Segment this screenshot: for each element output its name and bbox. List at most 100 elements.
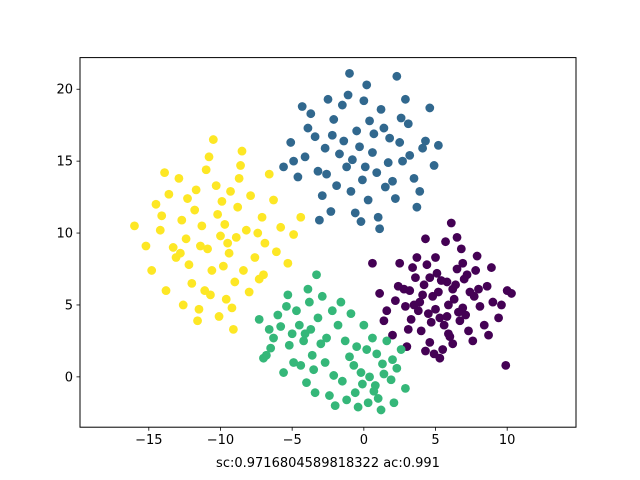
data-point	[359, 320, 369, 330]
data-point	[178, 300, 188, 310]
data-point	[130, 221, 139, 231]
data-point	[368, 148, 377, 157]
data-point	[216, 231, 225, 241]
data-point	[224, 248, 234, 258]
data-point	[177, 215, 187, 225]
data-point	[375, 224, 385, 234]
data-point	[345, 352, 354, 362]
data-point	[425, 337, 435, 347]
data-point	[175, 248, 185, 258]
data-point	[423, 309, 433, 318]
data-point	[452, 264, 462, 274]
data-point	[208, 135, 218, 144]
data-point	[157, 211, 167, 221]
data-point	[475, 302, 485, 311]
data-point	[411, 273, 420, 283]
data-point	[484, 330, 493, 340]
data-point	[349, 360, 359, 370]
data-point	[206, 290, 215, 300]
x-tick-label: −10	[207, 433, 234, 448]
data-point	[211, 181, 221, 190]
data-point	[425, 103, 435, 113]
data-point	[183, 194, 192, 203]
data-point	[155, 225, 165, 235]
data-point	[160, 168, 169, 178]
data-point	[388, 176, 397, 186]
data-point	[309, 365, 319, 375]
data-point	[316, 339, 326, 349]
data-point	[271, 247, 281, 257]
data-point	[471, 266, 481, 275]
data-point	[395, 258, 405, 268]
data-point	[279, 162, 288, 172]
points-layer	[130, 69, 516, 415]
data-point	[435, 313, 445, 323]
data-point	[168, 243, 178, 252]
data-point	[379, 316, 389, 326]
data-point	[244, 287, 254, 297]
data-point	[376, 405, 386, 415]
data-point	[310, 388, 320, 398]
data-point	[306, 109, 316, 119]
data-point	[327, 130, 337, 140]
data-point	[204, 152, 214, 162]
data-point	[322, 169, 331, 179]
data-point	[333, 320, 343, 330]
data-point	[388, 330, 397, 340]
data-point	[336, 297, 346, 307]
x-tick-label: −5	[283, 433, 302, 448]
data-point	[230, 277, 240, 287]
data-point	[312, 270, 321, 280]
data-point	[401, 94, 410, 104]
data-point	[283, 290, 293, 300]
data-point	[323, 94, 333, 104]
data-point	[468, 336, 478, 346]
data-point	[207, 266, 217, 275]
data-point	[418, 290, 428, 300]
data-point	[389, 398, 399, 408]
data-point	[431, 304, 440, 314]
data-point	[289, 358, 298, 367]
data-point	[352, 342, 362, 352]
data-point	[356, 217, 366, 226]
data-point	[368, 333, 377, 343]
data-point	[449, 294, 459, 304]
data-point	[380, 182, 390, 192]
data-point	[479, 320, 489, 330]
data-point	[448, 339, 458, 349]
data-point	[234, 174, 244, 183]
data-point	[441, 237, 450, 247]
plot-frame	[79, 57, 577, 428]
data-point	[368, 258, 377, 268]
data-point	[385, 133, 395, 143]
data-point	[421, 346, 430, 356]
data-point	[260, 238, 270, 248]
data-point	[184, 260, 194, 270]
data-point	[302, 378, 311, 388]
data-point	[320, 358, 330, 367]
data-point	[303, 284, 313, 294]
data-point	[282, 302, 291, 311]
data-point	[435, 353, 445, 363]
data-point	[446, 218, 456, 228]
data-point	[464, 326, 473, 336]
data-point	[340, 336, 350, 346]
data-point	[214, 312, 224, 321]
data-point	[472, 251, 482, 261]
y-tick-label: 15	[56, 155, 73, 170]
data-point	[320, 143, 330, 153]
data-point	[269, 195, 278, 205]
data-point	[442, 312, 452, 321]
data-point	[289, 156, 298, 166]
data-point	[403, 325, 413, 334]
y-tick-label: 10	[56, 227, 73, 242]
data-point	[458, 258, 468, 268]
data-point	[259, 270, 268, 280]
data-point	[197, 221, 207, 231]
data-point	[297, 102, 307, 111]
data-point	[201, 165, 211, 175]
data-point	[452, 232, 462, 242]
data-point	[373, 212, 383, 222]
data-point	[330, 401, 340, 411]
